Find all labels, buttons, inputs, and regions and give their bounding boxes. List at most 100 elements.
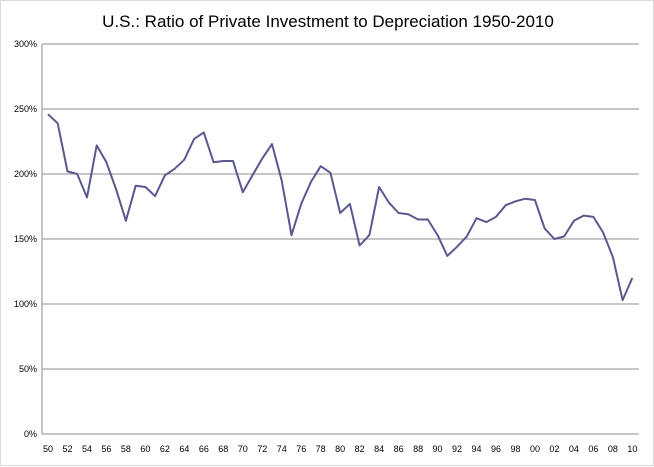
data-point [407, 213, 409, 215]
x-tick-label: 92 [452, 444, 462, 454]
data-point [349, 203, 351, 205]
data-point [310, 181, 312, 183]
x-tick-label: 70 [238, 444, 248, 454]
data-point [319, 165, 321, 167]
data-point [573, 220, 575, 222]
data-point [602, 231, 604, 233]
data-point [329, 172, 331, 174]
data-point [475, 217, 477, 219]
x-tick-label: 58 [121, 444, 131, 454]
data-point [621, 299, 623, 301]
data-point [125, 220, 127, 222]
x-tick-label: 72 [257, 444, 267, 454]
data-point [524, 198, 526, 200]
y-tick-label: 150% [14, 234, 37, 244]
data-point [47, 113, 49, 115]
y-tick-label: 250% [14, 104, 37, 114]
x-tick-label: 80 [335, 444, 345, 454]
series-line [47, 113, 634, 302]
x-tick-label: 52 [62, 444, 72, 454]
data-point [193, 138, 195, 140]
data-point [242, 191, 244, 193]
data-point [427, 218, 429, 220]
data-point [456, 246, 458, 248]
data-point [251, 174, 253, 176]
x-tick-label: 94 [472, 444, 482, 454]
x-tick-label: 82 [355, 444, 365, 454]
y-tick-label: 100% [14, 299, 37, 309]
x-tick-label: 60 [140, 444, 150, 454]
data-point [164, 174, 166, 176]
data-point [66, 170, 68, 172]
data-point [232, 160, 234, 162]
data-point [358, 244, 360, 246]
data-point [173, 168, 175, 170]
x-tick-label: 84 [374, 444, 384, 454]
y-tick-label: 50% [19, 364, 37, 374]
data-point [154, 195, 156, 197]
data-point [300, 203, 302, 205]
y-tick-label: 200% [14, 169, 37, 179]
x-tick-label: 88 [413, 444, 423, 454]
data-point [553, 238, 555, 240]
data-point [378, 186, 380, 188]
x-tick-label: 64 [179, 444, 189, 454]
data-point [281, 179, 283, 181]
x-tick-label: 96 [491, 444, 501, 454]
data-point [95, 144, 97, 146]
data-point [485, 221, 487, 223]
x-tick-label: 86 [394, 444, 404, 454]
data-point [86, 196, 88, 198]
data-point [466, 235, 468, 237]
data-point [388, 201, 390, 203]
x-tick-label: 56 [101, 444, 111, 454]
x-tick-label: 08 [608, 444, 618, 454]
data-point [612, 256, 614, 258]
x-tick-label: 74 [277, 444, 287, 454]
data-point [397, 212, 399, 214]
data-point [543, 227, 545, 229]
data-point [134, 185, 136, 187]
data-point [144, 186, 146, 188]
x-tick-label: 10 [627, 444, 637, 454]
data-point [271, 143, 273, 145]
y-tick-label: 300% [14, 39, 37, 49]
data-point [115, 188, 117, 190]
x-tick-label: 62 [160, 444, 170, 454]
data-point [203, 131, 205, 133]
x-tick-label: 76 [296, 444, 306, 454]
x-tick-label: 06 [588, 444, 598, 454]
x-tick-label: 78 [316, 444, 326, 454]
x-tick-label: 04 [569, 444, 579, 454]
data-point [505, 204, 507, 206]
data-point [261, 157, 263, 159]
data-point [222, 160, 224, 162]
data-point [514, 200, 516, 202]
x-tick-label: 50 [43, 444, 53, 454]
data-point [582, 214, 584, 216]
data-point [183, 159, 185, 161]
x-tick-label: 68 [218, 444, 228, 454]
x-tick-label: 66 [199, 444, 209, 454]
data-point [446, 255, 448, 257]
data-point [563, 235, 565, 237]
data-point [495, 216, 497, 218]
data-point [76, 173, 78, 175]
y-tick-label: 0% [24, 429, 37, 439]
data-point [339, 212, 341, 214]
data-point [212, 161, 214, 163]
data-point [631, 277, 633, 279]
data-point [417, 218, 419, 220]
data-point [368, 234, 370, 236]
x-tick-label: 90 [433, 444, 443, 454]
data-point [105, 161, 107, 163]
x-tick-label: 54 [82, 444, 92, 454]
x-tick-label: 02 [549, 444, 559, 454]
data-point [290, 234, 292, 236]
data-point [592, 216, 594, 218]
x-tick-label: 00 [530, 444, 540, 454]
chart-title: U.S.: Ratio of Private Investment to Dep… [102, 12, 554, 31]
data-point [534, 199, 536, 201]
